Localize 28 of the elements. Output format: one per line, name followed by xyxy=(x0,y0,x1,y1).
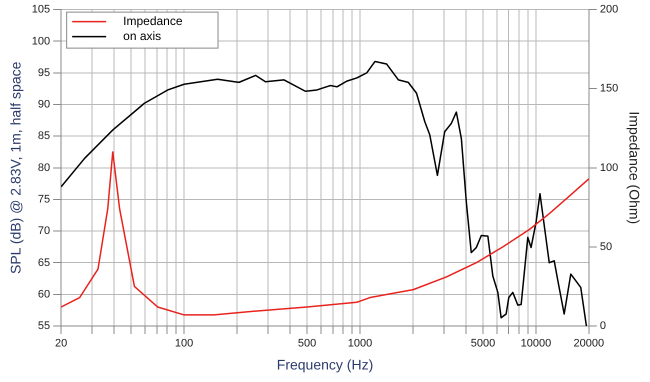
y-tick-label: 75 xyxy=(38,193,50,206)
y-tick-label: 85 xyxy=(38,130,50,142)
y2-tick-label: 0 xyxy=(600,320,606,332)
y-tick-label: 55 xyxy=(38,320,50,332)
x-tick-label: 500 xyxy=(298,338,316,350)
legend-label: Impedance xyxy=(123,14,183,28)
y-tick-label: 65 xyxy=(38,256,50,269)
y-tick-label: 105 xyxy=(32,4,50,16)
y-tick-label: 60 xyxy=(38,288,50,300)
y-tick-label: 95 xyxy=(38,66,50,79)
x-tick-label: 100 xyxy=(174,338,194,350)
y2-axis-title: Impedance (Ohm) xyxy=(626,111,643,224)
y-tick-label: 100 xyxy=(32,35,50,48)
x-tick-label: 10000 xyxy=(520,338,552,350)
y2-tick-label: 50 xyxy=(600,240,612,253)
y-tick-label: 70 xyxy=(38,225,50,238)
y2-tick-label: 200 xyxy=(600,4,618,16)
y2-tick-label: 100 xyxy=(600,162,618,174)
x-tick-label: 1000 xyxy=(348,338,372,350)
y-tick-label: 80 xyxy=(38,162,50,174)
y-tick-label: 90 xyxy=(38,98,50,111)
x-tick-label: 5000 xyxy=(470,338,496,350)
y-axis-title: SPL (dB) @ 2.83V, 1m, half space xyxy=(7,61,24,274)
x-axis-title: Frequency (Hz) xyxy=(276,356,374,372)
x-tick-label: 20000 xyxy=(574,338,604,350)
legend-label: on axis xyxy=(123,28,162,43)
x-tick-label: 20 xyxy=(55,338,68,350)
y2-tick-label: 150 xyxy=(600,82,618,95)
